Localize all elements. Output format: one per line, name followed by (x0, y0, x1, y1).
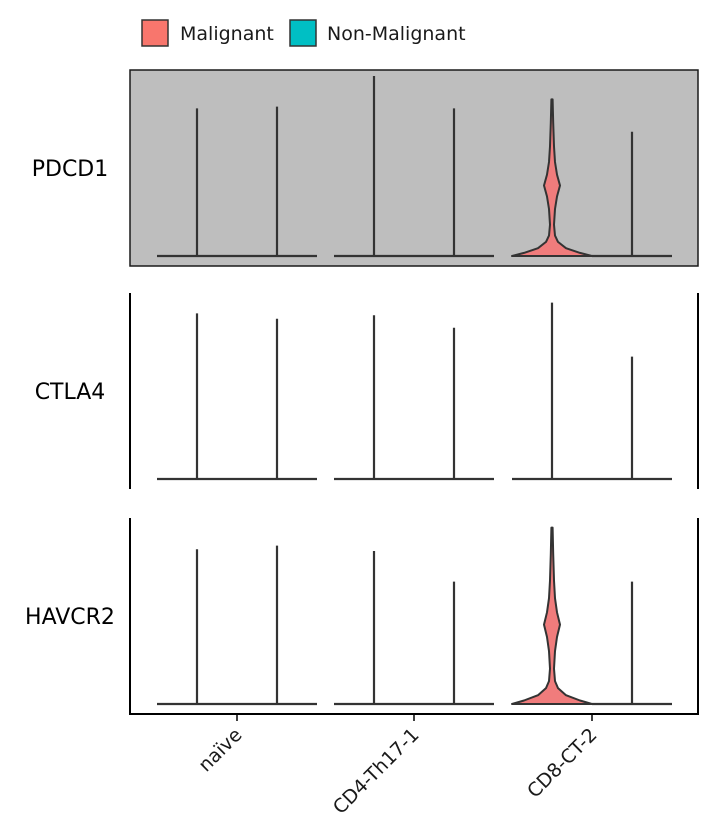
x-axis: naïve CD4-Th17-1 CD8-CT-2 (129, 713, 699, 819)
violin-pdcd1-cd4-th17-1-malignant (334, 76, 414, 258)
gene-label-ctla4: CTLA4 (35, 380, 106, 405)
violin-ctla4-cd4-th17-1-non-malignant (414, 327, 494, 481)
panel-havcr2: HAVCR2 (25, 518, 699, 714)
violin-pdcd1-cd8-ct-2-non-malignant (592, 131, 672, 258)
violin-ctla4-na-ve-malignant (157, 313, 237, 481)
x-tick-label-na-ve: naïve (194, 724, 246, 776)
violin-pdcd1-na-ve-malignant (157, 108, 237, 258)
legend-label-malignant: Malignant (180, 23, 274, 45)
violin-havcr2-na-ve-non-malignant (237, 545, 317, 706)
gene-label-pdcd1: PDCD1 (32, 157, 109, 182)
violin-pdcd1-cd8-ct-2-malignant (511, 98, 593, 257)
x-tick-label-cd4-th17-1: CD4-Th17-1 (329, 724, 424, 819)
gene-label-havcr2: HAVCR2 (25, 605, 115, 630)
legend-label-non-malignant: Non-Malignant (327, 23, 466, 45)
panel-background-pdcd1 (129, 69, 699, 267)
legend-swatch-malignant (141, 19, 169, 47)
violin-pdcd1-na-ve-non-malignant (237, 106, 317, 258)
panels: PDCD1 CTLA4 HAVCR2 (25, 69, 699, 714)
violin-havcr2-cd4-th17-1-malignant (334, 551, 414, 706)
legend: Malignant Non-Malignant (141, 19, 466, 47)
panel-ctla4: CTLA4 (35, 293, 699, 489)
x-tick-label-cd8-ct-2: CD8-CT-2 (523, 724, 601, 802)
violin-ctla4-na-ve-non-malignant (237, 318, 317, 481)
panel-pdcd1: PDCD1 (32, 69, 699, 267)
violin-ctla4-cd8-ct-2-non-malignant (592, 356, 672, 481)
violin-havcr2-na-ve-malignant (157, 549, 237, 706)
legend-swatch-non-malignant (289, 19, 317, 47)
violin-ctla4-cd4-th17-1-malignant (334, 315, 414, 481)
violin-ctla4-cd8-ct-2-malignant (512, 302, 592, 481)
violin-pdcd1-cd4-th17-1-non-malignant (414, 108, 494, 258)
violin-havcr2-cd8-ct-2-malignant (511, 526, 593, 705)
violin-havcr2-cd4-th17-1-non-malignant (414, 581, 494, 706)
violin-havcr2-cd8-ct-2-non-malignant (592, 581, 672, 706)
